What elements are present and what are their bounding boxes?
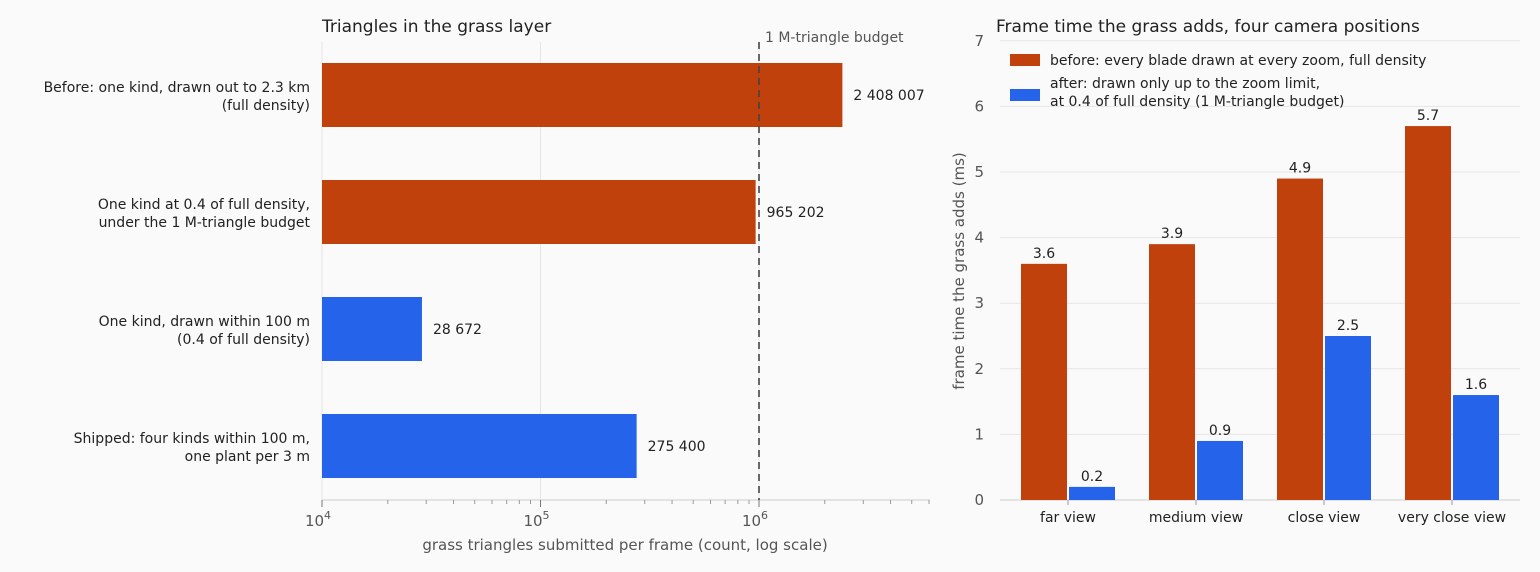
right-value-label: 0.9 bbox=[1209, 423, 1231, 439]
right-bar bbox=[1149, 244, 1195, 500]
right-category-label: far view bbox=[1040, 510, 1096, 526]
left-bar bbox=[322, 414, 637, 478]
right-y-tick-label: 1 bbox=[974, 425, 984, 443]
right-bar bbox=[1021, 263, 1067, 500]
budget-reference: 1 M-triangle budget bbox=[758, 30, 904, 500]
right-value-label: 3.9 bbox=[1161, 226, 1183, 242]
left-category-label: (0.4 of full density) bbox=[177, 332, 310, 348]
right-value-label: 3.6 bbox=[1033, 246, 1055, 262]
left-tick-label: 106 bbox=[742, 509, 768, 530]
right-bar bbox=[1405, 126, 1451, 500]
left-category-label: under the 1 M-triangle budget bbox=[99, 215, 311, 231]
left-category-labels: Before: one kind, drawn out to 2.3 km (fu… bbox=[44, 80, 311, 465]
budget-reference-label: 1 M-triangle budget bbox=[765, 30, 904, 46]
right-bar bbox=[1277, 178, 1323, 500]
left-tick-label: 105 bbox=[523, 509, 549, 530]
right-y-tick-label: 6 bbox=[974, 97, 984, 115]
right-value-label: 2.5 bbox=[1337, 318, 1359, 334]
left-value-label: 275 400 bbox=[648, 439, 706, 455]
right-category-label: close view bbox=[1288, 510, 1361, 526]
right-chart-title: Frame time the grass adds, four camera p… bbox=[996, 17, 1420, 37]
right-bar bbox=[1197, 440, 1243, 500]
left-category-label: Shipped: four kinds within 100 m, bbox=[74, 431, 310, 447]
right-chart: Frame time the grass adds, four camera p… bbox=[950, 17, 1520, 526]
right-value-label: 5.7 bbox=[1417, 108, 1439, 124]
right-bars bbox=[1021, 126, 1499, 500]
left-value-label: 965 202 bbox=[767, 205, 825, 221]
legend-swatch-before bbox=[1010, 54, 1040, 66]
right-y-ticks: 0 1 2 3 4 5 6 7 bbox=[974, 32, 984, 509]
right-y-tick-label: 7 bbox=[974, 32, 984, 50]
right-y-tick-label: 0 bbox=[974, 491, 984, 509]
left-x-ticks: 104 105 106 bbox=[305, 500, 930, 530]
legend-swatch-after bbox=[1010, 89, 1040, 101]
left-category-label: (full density) bbox=[222, 98, 310, 114]
right-category-label: very close view bbox=[1398, 510, 1506, 526]
left-x-axis-label: grass triangles submitted per frame (cou… bbox=[422, 536, 827, 554]
left-tick-label: 104 bbox=[305, 509, 331, 530]
right-y-tick-label: 3 bbox=[974, 294, 984, 312]
legend: before: every blade drawn at every zoom,… bbox=[1010, 53, 1426, 110]
right-value-label: 4.9 bbox=[1289, 161, 1311, 177]
left-value-labels: 2 408 007 965 202 28 672 275 400 bbox=[433, 88, 925, 455]
left-category-label: one plant per 3 m bbox=[185, 449, 310, 465]
legend-label-after-line2: at 0.4 of full density (1 M-triangle bud… bbox=[1050, 94, 1344, 110]
legend-label-after-line1: after: drawn only up to the zoom limit, bbox=[1050, 76, 1320, 92]
left-category-label: One kind at 0.4 of full density, bbox=[98, 197, 310, 213]
right-y-tick-label: 5 bbox=[974, 163, 984, 181]
right-category-labels: far view medium view close view very close … bbox=[1040, 500, 1506, 526]
left-bar bbox=[322, 297, 422, 361]
right-bar bbox=[1069, 486, 1115, 500]
left-value-label: 2 408 007 bbox=[853, 88, 924, 104]
left-bar bbox=[322, 63, 843, 127]
right-category-label: medium view bbox=[1149, 510, 1243, 526]
left-chart: Triangles in the grass layer Before: one… bbox=[44, 17, 930, 554]
left-bar bbox=[322, 180, 756, 244]
right-value-labels: 3.6 0.2 3.9 0.9 4.9 2.5 5.7 1.6 bbox=[1033, 108, 1487, 485]
right-y-axis-label: frame time the grass adds (ms) bbox=[950, 152, 968, 390]
left-chart-title: Triangles in the grass layer bbox=[321, 17, 551, 37]
left-value-label: 28 672 bbox=[433, 322, 482, 338]
right-value-label: 1.6 bbox=[1465, 377, 1487, 393]
right-y-tick-label: 4 bbox=[974, 229, 984, 247]
legend-label-before: before: every blade drawn at every zoom,… bbox=[1050, 53, 1426, 69]
left-category-label: One kind, drawn within 100 m bbox=[99, 314, 310, 330]
right-bar bbox=[1325, 336, 1371, 500]
right-y-tick-label: 2 bbox=[974, 360, 984, 378]
right-bar bbox=[1453, 395, 1499, 500]
left-category-label: Before: one kind, drawn out to 2.3 km bbox=[44, 80, 310, 96]
left-bars bbox=[322, 63, 843, 478]
right-value-label: 0.2 bbox=[1081, 469, 1103, 485]
